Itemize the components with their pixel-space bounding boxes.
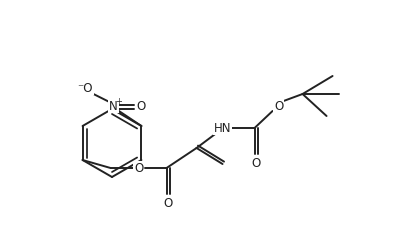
Text: O: O (137, 100, 146, 113)
Text: O: O (163, 197, 172, 209)
Text: +: + (116, 97, 122, 106)
Text: HN: HN (214, 122, 231, 135)
Text: O: O (251, 157, 260, 170)
Text: N: N (109, 100, 118, 113)
Text: ⁻O: ⁻O (78, 82, 93, 95)
Text: O: O (274, 100, 283, 113)
Text: O: O (134, 162, 143, 175)
